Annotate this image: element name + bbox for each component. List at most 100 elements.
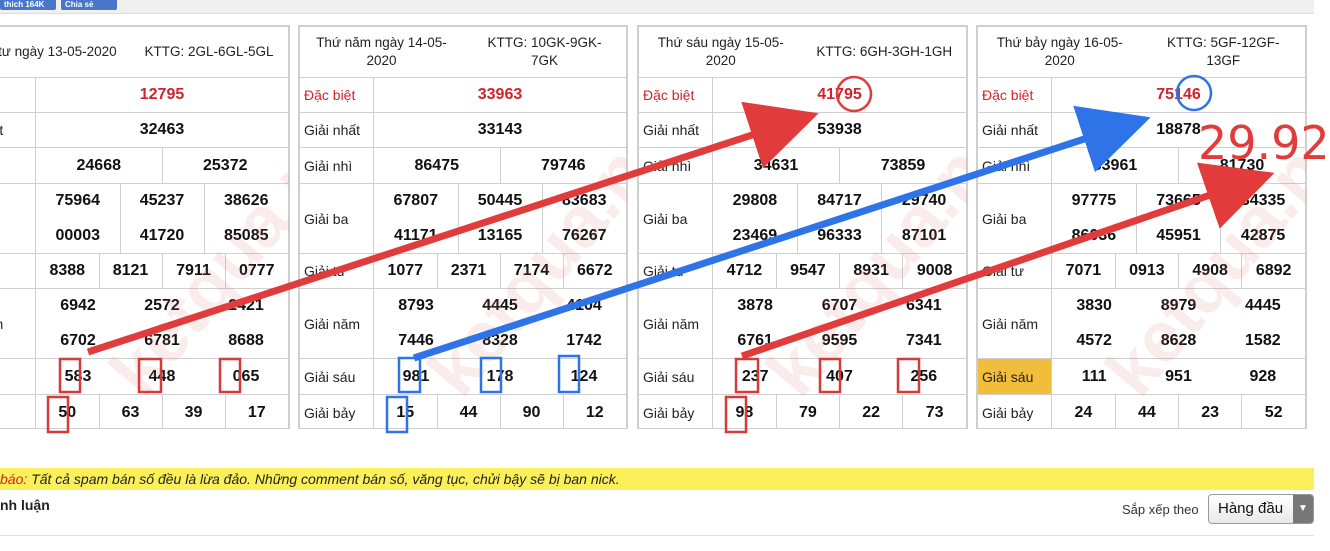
second-prize-value: 73859 [839,148,966,183]
blue-arrow [412,105,1151,362]
third-prize-value: 87101 [901,226,947,244]
fourth-prize-value: 1077 [387,262,424,279]
sort-select[interactable]: Hàng đầu ▼ [1208,494,1314,524]
third-prize-value: 38626 [224,192,269,210]
draw-code: KTTG: 5GF-12GF-13GF [1166,35,1280,68]
seventh-prize-value: 90 [499,395,563,428]
prize-label: Giải bảy [299,394,374,428]
seventh-prize-value: 24 [1074,403,1093,421]
sixth-prize-value: 928 [1249,367,1277,385]
seventh-prize-value: 73 [902,395,966,428]
chevron-down-icon[interactable]: ▼ [1293,495,1313,523]
sixth-prize-value: 111 [1081,367,1107,385]
fourth-prize-value: 4908 [1177,254,1242,288]
prize-label: tư [0,253,36,289]
spam-warning: báo: Tất cả spam bán số đều là lừa đảo. … [0,468,1314,490]
blue-box [479,356,503,394]
fifth-prize-value: 9595 [821,331,858,349]
draw-date: Thứ sáu ngày 15-05-2020 [657,35,784,68]
fifth-prize-value: 6702 [60,331,96,349]
blue-box [397,356,422,394]
third-prize-value: 76267 [562,226,607,244]
fifth-prize-value: 4572 [1076,331,1112,349]
fourth-prize-value: 7174 [499,254,563,288]
special-prize-value: 12795 [35,77,289,113]
seventh-prize-value: 39 [161,395,225,428]
red-arrow-1 [86,101,819,356]
prize-label: Giải sáu [977,358,1052,395]
prize-label: Giải sáu [638,358,713,395]
third-prize-value: 84717 [817,192,862,210]
fifth-prize: 3830 4572 [1052,289,1136,358]
second-prize-value: 79746 [499,148,626,183]
result-card-1: ứ tư ngày 13-05-2020 KTTG: 2GL-6GL-5GL b… [0,25,290,429]
fourth-prize-value: 7071 [1065,262,1102,279]
fifth-prize: 8793 7446 [374,289,458,358]
fifth-prize: 6942 6702 [36,289,120,358]
seventh-prize-value: 17 [224,395,288,428]
fourth-prize-value: 6892 [1241,254,1305,288]
fifth-prize-value: 7341 [906,331,942,349]
third-prize-value: 42875 [1240,226,1286,244]
fifth-prize-value: 3878 [737,297,773,315]
seventh-prize-value: 12 [562,395,626,428]
fifth-prize-value: 8793 [398,297,434,315]
like-button[interactable]: thich 164K [0,0,56,10]
seventh-prize-value: 22 [838,395,903,428]
fifth-prize-value: 2572 [144,297,180,315]
comments-heading: nh luận [0,497,50,513]
third-prize: 38626 85085 [203,184,288,253]
draw-date: Thứ năm ngày 14-05-2020 [316,35,447,68]
fifth-prize-value: 7446 [398,331,434,349]
third-prize-value: 45951 [1156,226,1201,244]
red-box [896,357,921,394]
third-prize-value: 45237 [139,192,185,210]
fourth-prize-value: 8388 [49,262,86,279]
fourth-prize-value: 8931 [838,254,903,288]
sixth-prize-value: 124 [570,367,598,385]
fourth-prize-value: 4712 [726,262,763,279]
third-prize-value: 85085 [224,226,269,244]
third-prize: 45237 41720 [119,184,204,253]
fifth-prize-value: 8628 [1160,331,1197,349]
seventh-prize-value: 15 [396,403,415,421]
red-box [46,395,70,434]
third-prize: 29740 87101 [881,184,966,253]
red-box [58,357,82,394]
fifth-prize-value: 4445 [482,297,518,315]
prize-label: nhì [0,147,36,184]
draw-code: KTTG: 2GL-6GL-5GL [144,44,274,59]
third-prize: 75964 00003 [36,184,120,253]
special-prize-value: 33963 [373,77,627,113]
fourth-prize-value: 0777 [224,254,288,288]
second-prize-value: 24668 [76,156,122,174]
third-prize-value: 13165 [477,226,523,244]
share-button[interactable]: Chia sẻ [61,0,117,10]
fifth-prize: 6341 7341 [882,289,966,358]
third-prize-value: 97775 [1071,192,1117,210]
seventh-prize-value: 79 [775,395,840,428]
fifth-prize-value: 8979 [1160,297,1197,315]
fourth-prize-value: 2371 [436,254,500,288]
fifth-prize: 3878 6761 [713,289,797,358]
seventh-prize-value: 44 [1114,395,1179,428]
seventh-prize-value: 52 [1241,395,1305,428]
red-box [734,357,760,394]
red-box [137,357,163,394]
fifth-prize-value: 6761 [737,331,773,349]
divider [0,535,1314,536]
sixth-prize-value: 583 [64,367,92,385]
prize-label: Giải năm [977,288,1052,359]
fourth-prize-value: 7911 [161,254,225,288]
top-bar: thich 164K Chia sẻ [0,0,1314,14]
fifth-prize: 4445 1582 [1221,289,1305,358]
second-prize-value: 25372 [161,148,288,183]
draw-code: KTTG: 6GH-3GH-1GH [816,44,953,59]
fourth-prize-value: 8121 [98,254,162,288]
fifth-prize-value: 6341 [906,297,942,315]
draw-date: ứ tư ngày 13-05-2020 [0,44,117,59]
fourth-prize-value: 6672 [562,254,626,288]
fifth-prize-value: 8688 [228,331,264,349]
prize-label: Đặc biệt [977,77,1052,113]
third-prize-value: 29808 [732,192,778,210]
